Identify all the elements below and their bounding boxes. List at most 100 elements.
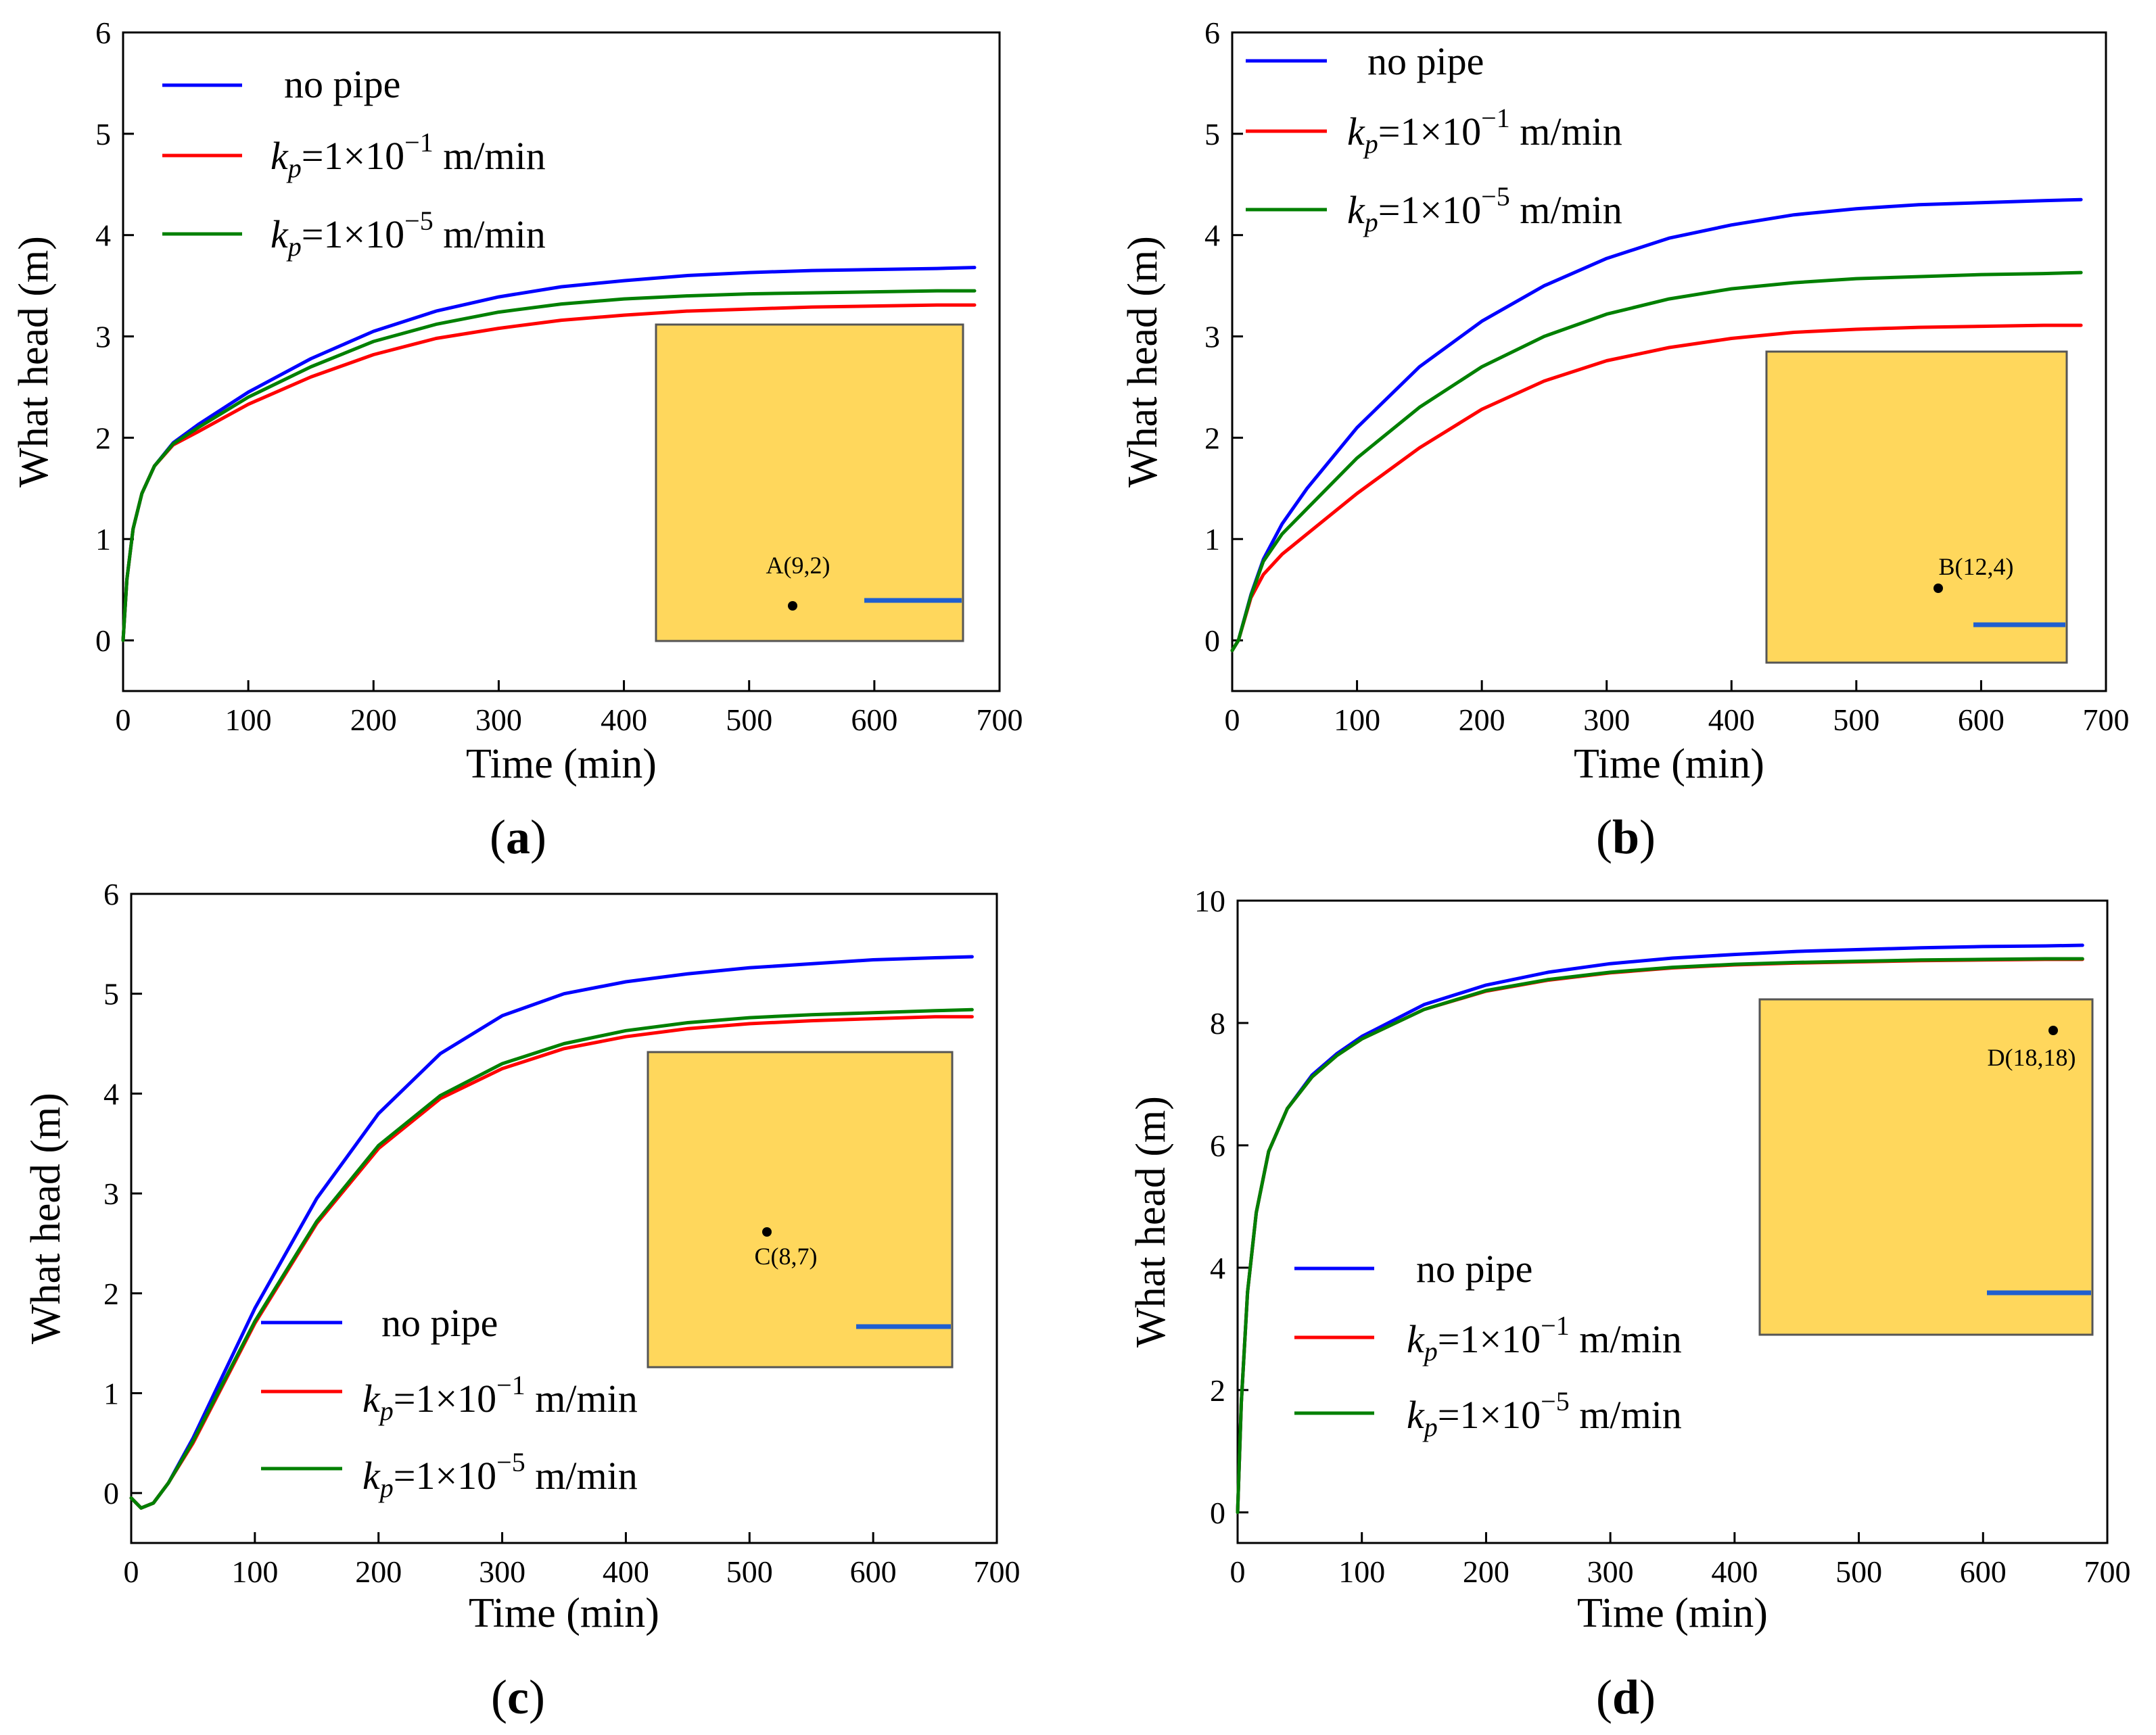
- panel-label-d: (d): [1596, 1670, 1656, 1724]
- point-label-a: A(9,2): [766, 552, 830, 579]
- x-axis-title: Time (min): [1574, 741, 1764, 787]
- y-tick-label: 5: [95, 117, 111, 151]
- observation-point-d: [2048, 1026, 2058, 1035]
- y-tick-label: 8: [1210, 1006, 1225, 1041]
- x-tick-label: 500: [726, 703, 772, 737]
- y-tick-label: 4: [95, 218, 111, 253]
- x-tick-label: 600: [850, 1554, 897, 1589]
- y-tick-label: 2: [1210, 1373, 1225, 1408]
- y-tick-label: 0: [1204, 623, 1220, 658]
- legend-text-kp5: kp=1×10−5 m/min: [1347, 181, 1622, 237]
- legend-c: no pipe kp=1×10−1 m/min kp=1×10−5 m/min: [261, 1301, 638, 1503]
- panel-b: 0 100 200 300 400 500 600 700 0 1 2 3 4 5 6 Time (min) W…: [1120, 16, 2130, 864]
- inset-map-c: [647, 1051, 954, 1369]
- y-tick-label: 4: [1210, 1251, 1225, 1285]
- inset-map-b: [1765, 350, 2068, 664]
- y-tick-label: 6: [103, 877, 119, 911]
- y-tick-label: 0: [95, 623, 111, 658]
- legend-text-no-pipe: no pipe: [1367, 39, 1484, 83]
- legend-text-kp1: kp=1×10−1 m/min: [271, 127, 546, 183]
- x-tick-label: 600: [1958, 703, 2005, 737]
- inset-map-a: [655, 323, 964, 642]
- x-tick-label: 100: [231, 1554, 278, 1589]
- y-tick-label: 3: [1204, 320, 1220, 354]
- x-tick-label: 400: [1708, 703, 1755, 737]
- plot-area-b: 0 100 200 300 400 500 600 700 0 1 2 3 4 5 6 Time (min) W…: [1120, 16, 2130, 787]
- x-tick-label: 200: [355, 1554, 402, 1589]
- y-tick-label: 10: [1194, 884, 1225, 918]
- axes-frame-c: [130, 893, 998, 1544]
- legend-a: no pipe kp=1×10−1 m/min kp=1×10−5 m/min: [162, 62, 546, 262]
- x-tick-label: 300: [1587, 1554, 1634, 1589]
- x-tick-label: 500: [1833, 703, 1879, 737]
- x-tick-label: 500: [1835, 1554, 1882, 1589]
- legend-text-no-pipe: no pipe: [381, 1301, 498, 1345]
- y-tick-label: 2: [103, 1277, 119, 1311]
- x-tick-label: 700: [974, 1554, 1021, 1589]
- x-tick-label: 400: [1711, 1554, 1758, 1589]
- panel-d: 0 100 200 300 400 500 600 700 0 2 4 6 8 10 Time (min) W…: [1128, 884, 2131, 1724]
- plot-area-a: 0 100 200 300 400 500 600 700 0 1 2 3 4 5 6 Time (min) W…: [11, 16, 1023, 787]
- series-line-b-2: [1230, 323, 2083, 652]
- y-axis-title: What head (m): [11, 236, 57, 488]
- x-tick-label: 500: [726, 1554, 773, 1589]
- x-tick-label: 600: [851, 703, 897, 737]
- panel-label-c: (c): [491, 1670, 545, 1724]
- y-tick-label: 2: [1204, 421, 1220, 455]
- panel-a: 0 100 200 300 400 500 600 700 0 1 2 3 4 5 6 Time (min) W…: [11, 16, 1023, 864]
- x-tick-label: 100: [225, 703, 272, 737]
- y-axis-title: What head (m): [1120, 236, 1166, 488]
- y-tick-label: 6: [1210, 1128, 1225, 1163]
- axes-frame-b: [1231, 31, 2107, 692]
- x-tick-label: 400: [601, 703, 647, 737]
- legend-b: no pipe kp=1×10−1 m/min kp=1×10−5 m/min: [1246, 39, 1622, 237]
- y-tick-label: 2: [95, 421, 111, 455]
- y-tick-label: 3: [103, 1177, 119, 1211]
- point-label-b: B(12,4): [1939, 553, 2014, 580]
- y-tick-label: 4: [1204, 218, 1220, 253]
- x-tick-label: 700: [977, 703, 1023, 737]
- y-tick-label: 0: [103, 1476, 119, 1511]
- point-label-c: C(8,7): [755, 1243, 818, 1270]
- y-tick-label: 4: [103, 1076, 119, 1111]
- x-tick-label: 400: [603, 1554, 649, 1589]
- axes-frame-a: [122, 31, 1001, 692]
- plot-area-d: 0 100 200 300 400 500 600 700 0 2 4 6 8 10 Time (min) W…: [1128, 884, 2131, 1636]
- x-tick-label: 100: [1338, 1554, 1385, 1589]
- legend-text-kp1: kp=1×10−1 m/min: [1347, 103, 1622, 159]
- observation-point-b: [1934, 584, 1943, 593]
- plot-area-c: 0 100 200 300 400 500 600 700 0 1 2 3 4 5 6 Time (min) W…: [23, 877, 1021, 1636]
- x-tick-label: 100: [1334, 703, 1380, 737]
- y-axis-title: What head (m): [1128, 1096, 1174, 1348]
- x-tick-label: 700: [2084, 1554, 2131, 1589]
- inset-map-d: [1758, 998, 2094, 1336]
- legend-text-no-pipe: no pipe: [1416, 1247, 1532, 1291]
- x-axis-title: Time (min): [466, 741, 657, 787]
- y-tick-label: 1: [1204, 522, 1220, 556]
- x-tick-label: 300: [479, 1554, 525, 1589]
- y-tick-label: 1: [95, 522, 111, 556]
- observation-point-c: [762, 1227, 772, 1237]
- legend-d: no pipe kp=1×10−1 m/min kp=1×10−5 m/min: [1294, 1247, 1682, 1442]
- x-tick-label: 200: [350, 703, 397, 737]
- x-tick-label: 0: [1225, 703, 1240, 737]
- legend-text-kp5: kp=1×10−5 m/min: [1407, 1386, 1682, 1442]
- x-tick-label: 300: [1583, 703, 1630, 737]
- legend-text-kp1: kp=1×10−1 m/min: [362, 1370, 638, 1426]
- series-line-c-3: [129, 1007, 974, 1510]
- y-tick-label: 0: [1210, 1496, 1225, 1530]
- y-tick-label: 3: [95, 320, 111, 354]
- panel-c: 0 100 200 300 400 500 600 700 0 1 2 3 4 5 6 Time (min) W…: [23, 877, 1021, 1724]
- x-axis-title: Time (min): [469, 1590, 659, 1636]
- y-tick-label: 1: [103, 1376, 119, 1410]
- panel-label-b: (b): [1596, 810, 1656, 864]
- x-tick-label: 600: [1960, 1554, 2007, 1589]
- x-tick-label: 700: [2083, 703, 2130, 737]
- series-line-d-3: [1236, 957, 2084, 1515]
- x-tick-label: 200: [1459, 703, 1505, 737]
- observation-point-a: [788, 601, 797, 611]
- x-tick-label: 0: [124, 1554, 139, 1589]
- axes-frame-d: [1236, 899, 2109, 1544]
- y-tick-label: 6: [95, 16, 111, 50]
